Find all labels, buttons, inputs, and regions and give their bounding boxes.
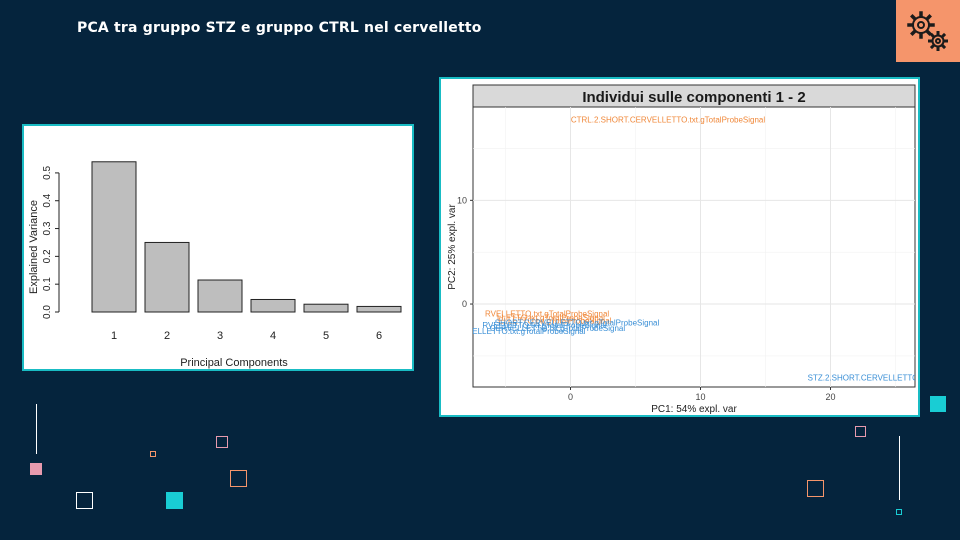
deco-line — [36, 404, 37, 454]
pca-scatter-panel: Individui sulle componenti 1 - 2 0 10 20 0 1… — [439, 77, 920, 417]
point-label: RVELLETTO.txt.gTotalProbeSignal — [482, 321, 606, 330]
y-axis-label: PC2: 25% expl. var — [447, 204, 458, 290]
point-labels: CTRL.2.SHORT.CERVELLETTO.txt.gTotalProbe… — [472, 115, 918, 383]
bar — [197, 279, 243, 313]
deco-square — [30, 463, 42, 475]
y-tick-label: 0.5 — [42, 166, 53, 180]
y-tick-label: 0.2 — [42, 249, 53, 263]
x-tick-label: 10 — [695, 392, 705, 402]
pca-individuals-plot: Individui sulle componenti 1 - 2 0 10 20 0 1… — [447, 84, 918, 415]
slide-title: PCA tra gruppo STZ e gruppo CTRL nel cer… — [77, 20, 482, 36]
deco-square — [150, 451, 156, 457]
y-tick-label: 0 — [462, 299, 467, 309]
x-tick-label: 6 — [376, 330, 382, 342]
x-tick-label: 5 — [323, 330, 329, 342]
deco-square — [216, 436, 228, 448]
plot-panel — [472, 106, 916, 388]
bar — [144, 241, 190, 313]
deco-square — [896, 509, 902, 515]
x-tick-label: 4 — [270, 330, 276, 342]
deco-square — [930, 396, 946, 412]
point-label: CERVELLETTO.txt.gTotalProbeSignal — [490, 324, 626, 333]
deco-square — [230, 470, 247, 487]
deco-square — [76, 492, 93, 509]
x-axis-label: PC1: 54% expl. var — [651, 404, 737, 415]
y-tick-label: 0.1 — [42, 277, 53, 291]
deco-square — [807, 480, 824, 497]
bar — [356, 305, 402, 313]
x-tick-label: 1 — [111, 330, 117, 342]
x-tick-label: 20 — [825, 392, 835, 402]
x-tick-label: 3 — [217, 330, 223, 342]
deco-square — [855, 426, 866, 437]
scree-plot: Explained Variance Principal Components … — [28, 161, 402, 369]
y-tick-label: 0.3 — [42, 221, 53, 235]
point-label: SHORT.CERVELLETTO.txt.gTotalProbeSignal — [495, 319, 660, 328]
point-label: ELLETTO.txt.gTotalProbeSignal — [472, 327, 585, 336]
plot-title: Individui sulle componenti 1 - 2 — [582, 89, 805, 106]
y-axis-label: Explained Variance — [28, 200, 40, 294]
x-tick-label: 2 — [164, 330, 170, 342]
gear-badge — [896, 0, 960, 62]
bar — [91, 161, 137, 313]
bar — [303, 303, 349, 313]
gears-icon — [907, 11, 948, 51]
deco-square — [166, 492, 183, 509]
point-label: ELLETTO.txt.gTotalProbeSignal — [498, 317, 611, 326]
point-label: CTRL.2.SHORT.CERVELLETTO.txt.gTotalProbe… — [571, 115, 766, 124]
y-tick-label: 0.0 — [42, 305, 53, 319]
scree-plot-panel: Explained Variance Principal Components … — [22, 124, 414, 371]
y-tick-label: 10 — [457, 195, 467, 205]
bar — [250, 298, 296, 313]
y-tick-label: 0.4 — [42, 193, 53, 207]
deco-line — [899, 436, 900, 500]
point-label: RVELLETTO.txt.gTotalProbeSignal — [485, 309, 609, 318]
point-label: LLETTO.txt.gTotalProbeSignal — [497, 314, 605, 323]
x-tick-label: 0 — [568, 392, 573, 402]
x-axis-label: Principal Components — [180, 357, 288, 369]
point-label: STZ.2.SHORT.CERVELLETTO — [808, 374, 918, 383]
